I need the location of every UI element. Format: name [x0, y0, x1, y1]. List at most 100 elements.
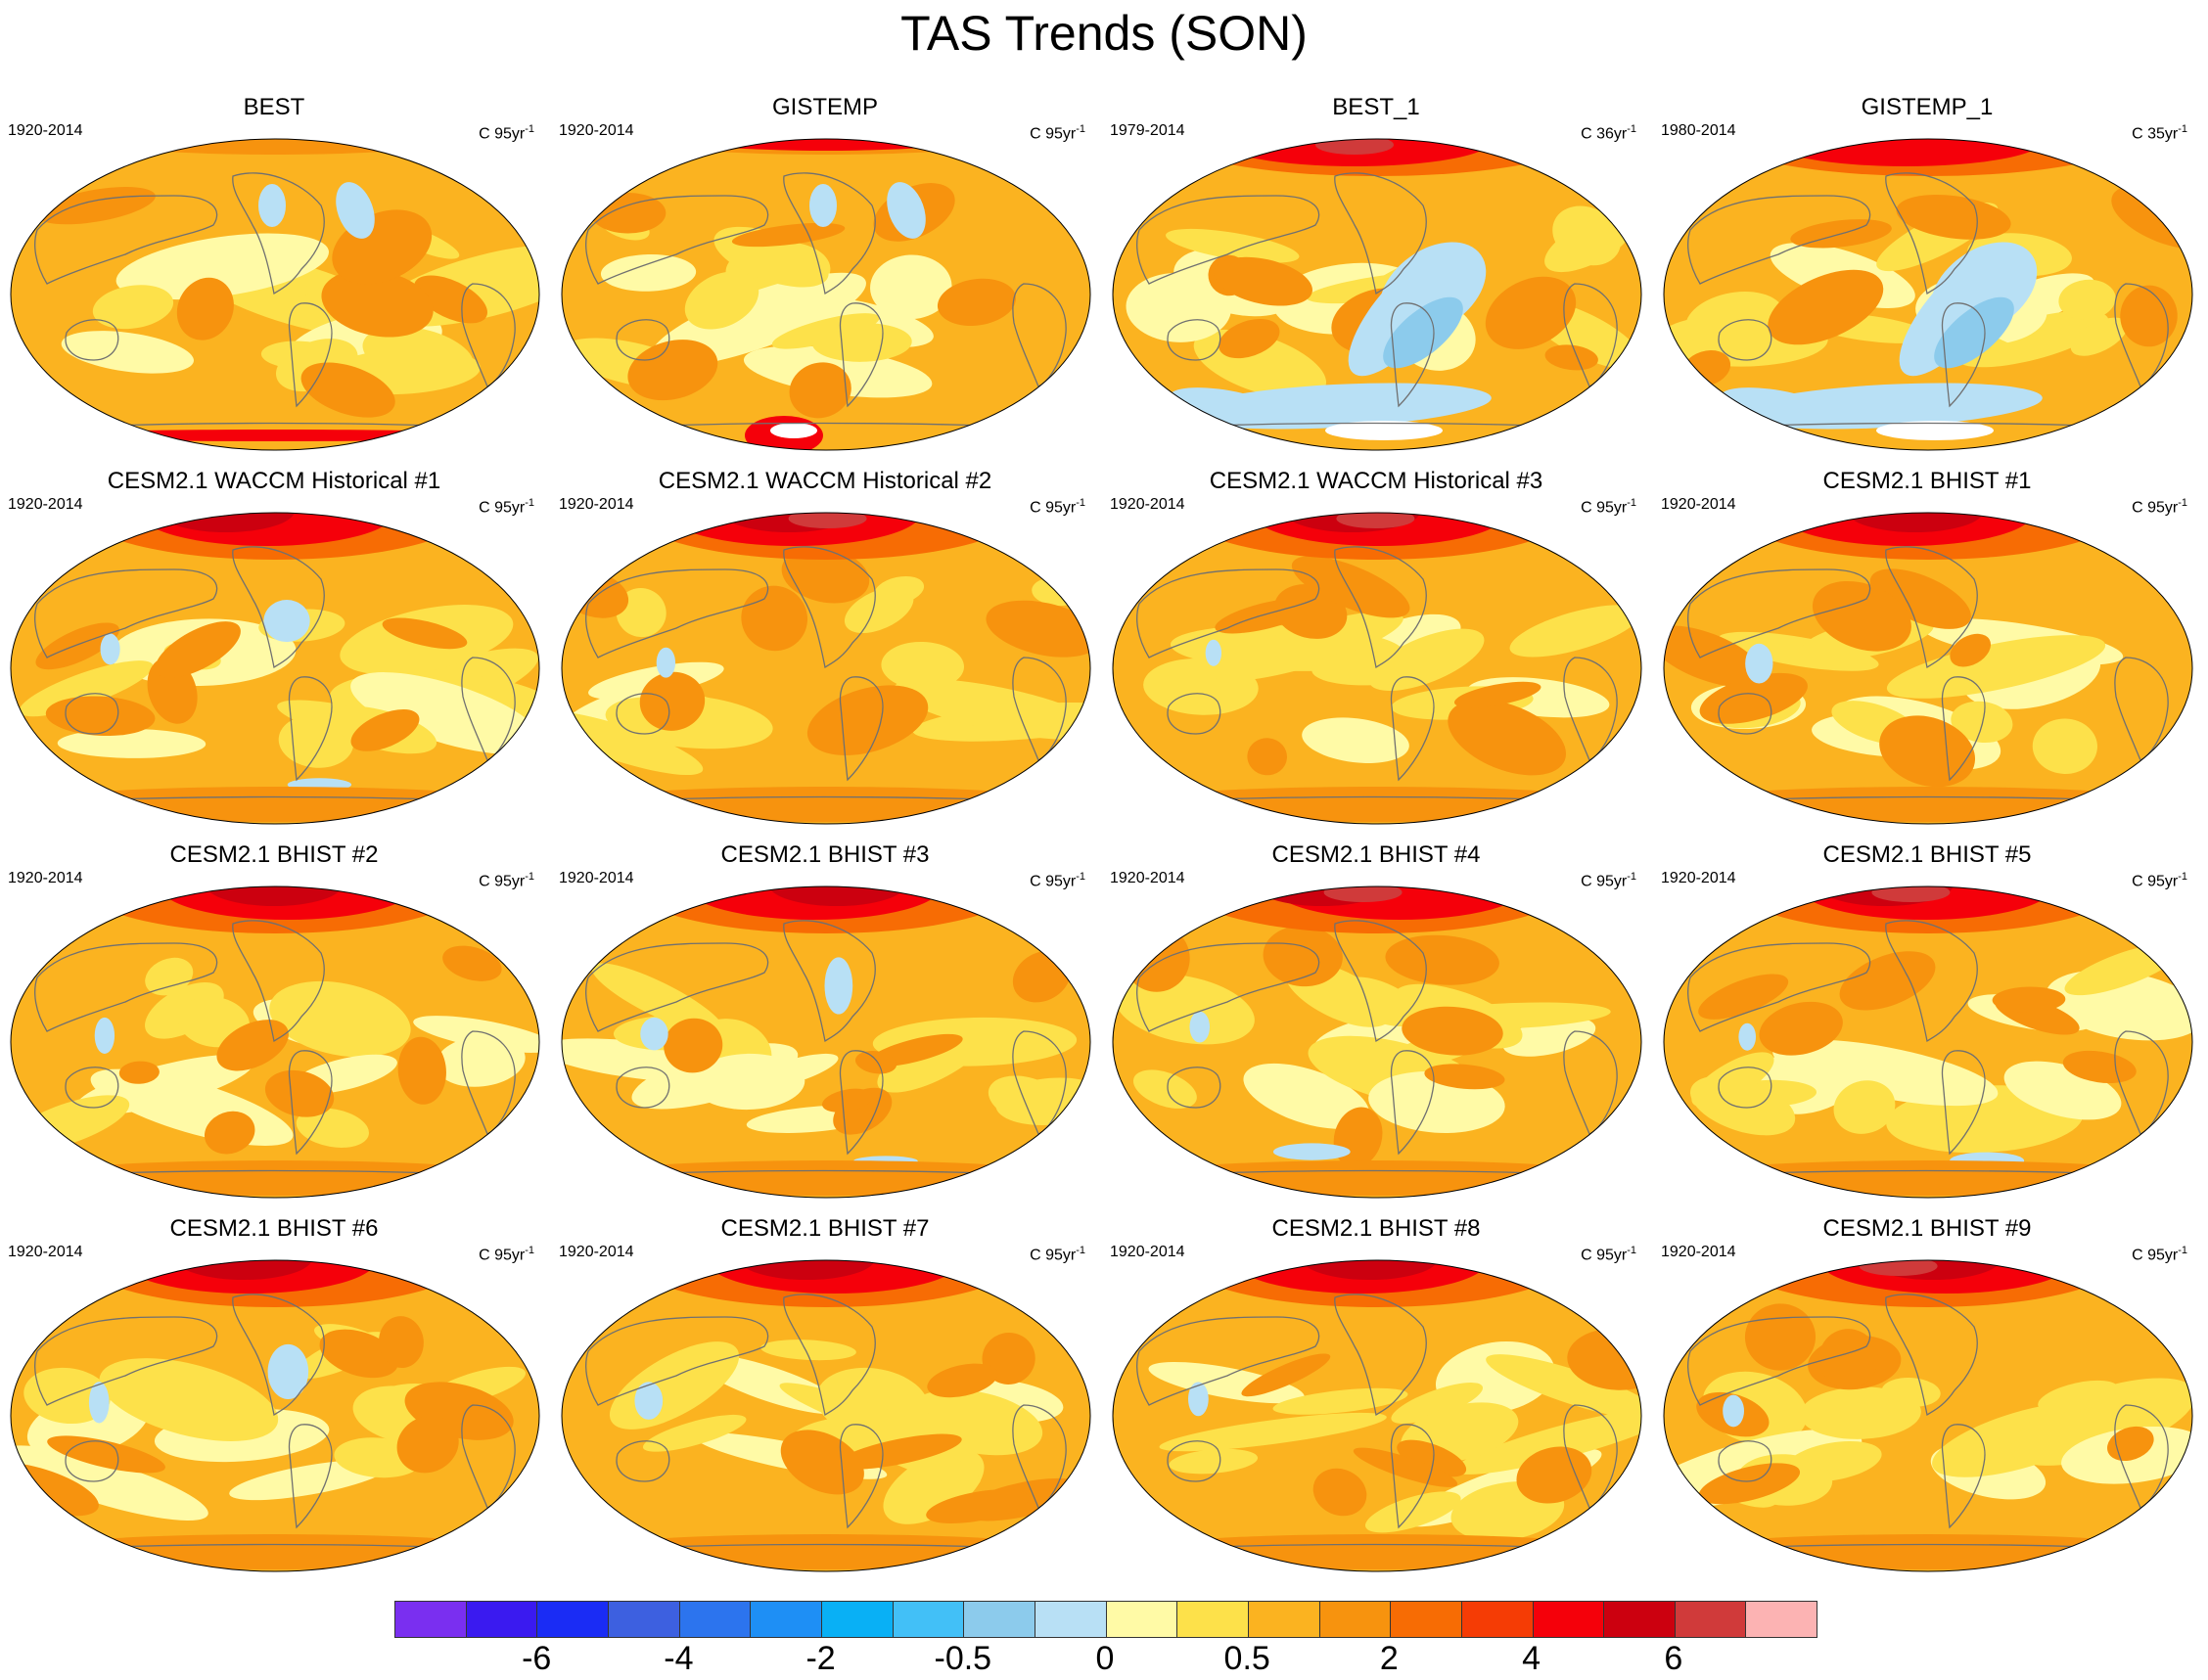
- map-panel: GISTEMP 1920-2014 C 95yr-1: [551, 94, 1099, 466]
- eurasia-outline: [585, 568, 769, 658]
- cooling-region: [1205, 639, 1222, 666]
- colorbar-label: 4: [1522, 1640, 1541, 1677]
- warming-low-region: [684, 271, 759, 330]
- north-america-outline: [1885, 920, 1978, 1043]
- south-america-outline: [288, 1050, 333, 1156]
- warming-low-region: [2070, 317, 2128, 356]
- panel-period: 1920-2014: [559, 122, 634, 139]
- warming-low-region: [269, 980, 411, 1058]
- colorbar-label: 0: [1095, 1640, 1115, 1677]
- warming-moderate-region: [927, 1363, 998, 1398]
- warming-moderate-region: [397, 1036, 446, 1105]
- map-border: [10, 512, 540, 825]
- warming-moderate-region: [986, 600, 1090, 658]
- north-america-outline: [783, 920, 876, 1043]
- panel-period: 1920-2014: [1661, 870, 1736, 886]
- north-america-outline: [1885, 1294, 1978, 1417]
- southern-ocean-region: [21, 1160, 529, 1196]
- arctic-warming-region: [768, 886, 906, 906]
- africa-outline: [461, 1030, 516, 1135]
- warming-low-region: [1222, 657, 1281, 680]
- panel-title: CESM2.1 BHIST #7: [720, 1215, 930, 1242]
- warming-low-region: [591, 963, 724, 1035]
- missing-data-region: [1876, 421, 1994, 440]
- world-map: [1112, 138, 1642, 451]
- world-map: [10, 885, 540, 1199]
- warming-moderate-region: [837, 1433, 962, 1470]
- warming-moderate-region: [300, 362, 395, 418]
- warming-low-region: [1169, 1448, 1259, 1475]
- panel-units-main: C 95yr: [1581, 499, 1628, 517]
- warming-moderate-region: [1453, 681, 1541, 708]
- panel-units: C 35yr-1: [2132, 119, 2187, 144]
- australia-outline: [1167, 1440, 1221, 1482]
- warming-moderate-region: [1353, 1447, 1458, 1487]
- colorbar-box: [1604, 1602, 1676, 1637]
- colorbar-box: [751, 1602, 822, 1637]
- warming-moderate-region: [1768, 269, 1884, 345]
- panel-units: C 95yr-1: [2132, 867, 2187, 891]
- map-panel: CESM2.1 BHIST #4 1920-2014 C 95yr-1: [1102, 841, 1650, 1213]
- africa-outline: [461, 657, 516, 761]
- warming-moderate-region: [1699, 672, 1808, 724]
- warming-low-region: [1272, 1387, 1408, 1415]
- warming-moderate-region: [118, 1061, 160, 1084]
- world-map: [10, 512, 540, 825]
- cooling-region: [94, 1017, 115, 1054]
- southern-ocean-region: [1674, 787, 2183, 822]
- warming-moderate-region: [264, 1069, 335, 1117]
- africa-outline: [1012, 283, 1067, 387]
- southern-ocean-region: [21, 787, 529, 822]
- arctic-warming-region: [707, 1260, 962, 1294]
- africa-outline: [1563, 1030, 1618, 1135]
- warming-low-region: [870, 254, 952, 320]
- map-border: [1663, 512, 2193, 825]
- world-map: [10, 1259, 540, 1572]
- arctic-warming-region: [1233, 1260, 1489, 1294]
- map-border: [1663, 138, 2193, 451]
- map-border: [10, 885, 540, 1199]
- south-america-outline: [839, 1424, 884, 1529]
- panel-title: CESM2.1 WACCM Historical #1: [107, 468, 441, 494]
- cooling-region: [887, 182, 926, 239]
- warming-moderate-region: [1485, 276, 1577, 349]
- map-border: [561, 512, 1091, 825]
- panel-units-main: C 95yr: [1581, 873, 1628, 890]
- warming-moderate-region: [1448, 699, 1567, 776]
- panel-title: CESM2.1 BHIST #9: [1822, 1215, 2032, 1242]
- south-america-outline: [1941, 1424, 1986, 1529]
- panel-units: C 95yr-1: [2132, 1241, 2187, 1265]
- north-america-outline: [783, 172, 876, 295]
- warming-moderate-region: [1869, 568, 1971, 629]
- world-map: [1663, 885, 2193, 1199]
- panel-period: 1920-2014: [559, 1244, 634, 1260]
- australia-outline: [1718, 693, 1772, 735]
- warming-moderate-region: [1385, 934, 1499, 985]
- map-panel: CESM2.1 BHIST #5 1920-2014 C 95yr-1: [1653, 841, 2201, 1213]
- panel-units-main: C 95yr: [479, 873, 526, 890]
- panel-period: 1920-2014: [1110, 1244, 1185, 1260]
- warming-moderate-region: [1698, 1463, 1801, 1505]
- africa-outline: [2114, 657, 2169, 761]
- panel-units-exponent: -1: [1076, 1245, 1085, 1256]
- africa-outline: [2114, 1404, 2169, 1509]
- warming-moderate-region: [1544, 344, 1598, 371]
- map-border: [561, 1259, 1091, 1572]
- panel-period: 1920-2014: [8, 870, 83, 886]
- colorbar-label: 0.5: [1223, 1640, 1270, 1677]
- panel-title: CESM2.1 BHIST #3: [720, 841, 930, 868]
- africa-outline: [461, 1404, 516, 1509]
- panel-title: CESM2.1 BHIST #4: [1271, 841, 1481, 868]
- australia-outline: [1167, 319, 1221, 361]
- australia-outline: [616, 1440, 670, 1482]
- warming-moderate-region: [2120, 285, 2178, 347]
- warming-low-region: [296, 1108, 369, 1148]
- panel-units-main: C 95yr: [1030, 873, 1077, 890]
- warming-low-region: [1126, 272, 1231, 342]
- southern-ocean-region: [572, 1160, 1081, 1196]
- panel-units: C 95yr-1: [1030, 493, 1085, 518]
- map-panel: CESM2.1 WACCM Historical #3 1920-2014 C 95…: [1102, 468, 1650, 840]
- map-panel: BEST_1 1979-2014 C 36yr-1: [1102, 94, 1650, 466]
- colorbar-label: -2: [805, 1640, 836, 1677]
- eurasia-outline: [585, 942, 769, 1032]
